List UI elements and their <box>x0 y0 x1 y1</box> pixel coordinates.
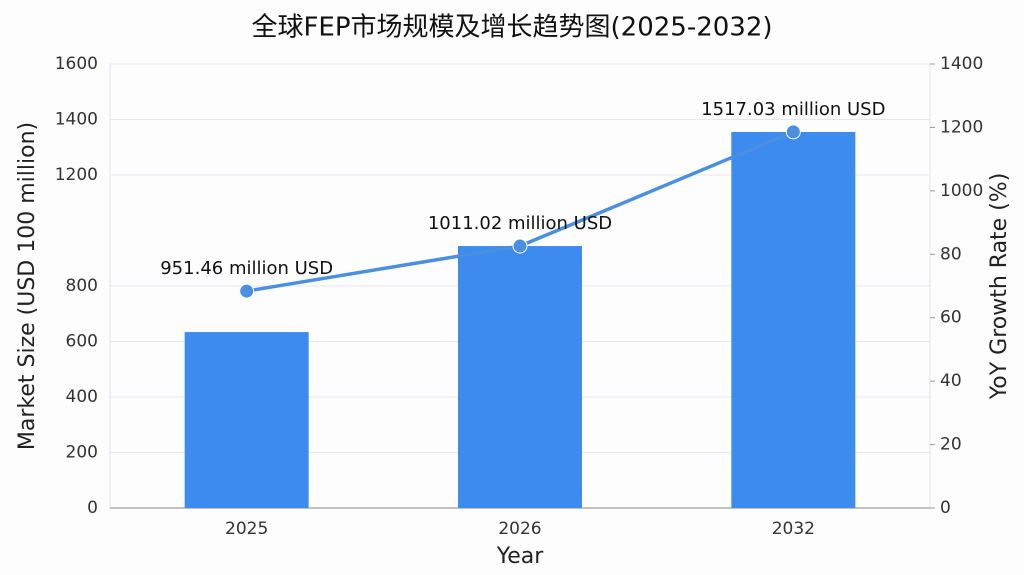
x-tick-label: 2032 <box>772 519 815 539</box>
y2-tick-label: 1200 <box>940 117 983 137</box>
x-axis-label: Year <box>496 544 545 569</box>
annotation: 951.46 million USD <box>160 258 333 279</box>
x-tick-label: 2026 <box>498 519 541 539</box>
bar <box>458 246 582 509</box>
y2-tick-label: 20 <box>940 435 962 455</box>
y2-tick-label: 60 <box>940 308 962 328</box>
y-tick-label: 800 <box>66 276 98 296</box>
y-tick-label: 1200 <box>55 165 98 185</box>
x-tick-label: 2025 <box>225 519 268 539</box>
y2-tick-label: 0 <box>940 498 951 518</box>
y-tick-label: 600 <box>66 332 98 352</box>
bar <box>731 131 856 509</box>
y2-tick-label: 1000 <box>940 181 983 201</box>
y2-axis-label: YoY Growth Rate (%) <box>987 173 1012 401</box>
y-tick-label: 400 <box>66 387 98 407</box>
y2-tick-label: 1400 <box>940 54 983 74</box>
y2-tick-label: 40 <box>940 371 962 391</box>
y-tick-label: 200 <box>66 443 98 463</box>
annotation: 1011.02 million USD <box>428 213 612 234</box>
annotation: 1517.03 million USD <box>701 99 885 120</box>
y-axis-label: Market Size (USD 100 million) <box>15 122 40 450</box>
y-tick-label: 1400 <box>55 110 98 130</box>
y-tick-label: 0 <box>87 498 98 518</box>
line-marker <box>512 238 528 254</box>
y2-tick-label: 80 <box>940 244 962 264</box>
line-marker <box>239 283 255 299</box>
chart-title: 全球FEP市场规模及增长趋势图(2025-2032) <box>251 13 772 43</box>
y-tick-label: 1600 <box>55 54 98 74</box>
bar <box>184 332 309 508</box>
line-marker <box>785 124 801 140</box>
